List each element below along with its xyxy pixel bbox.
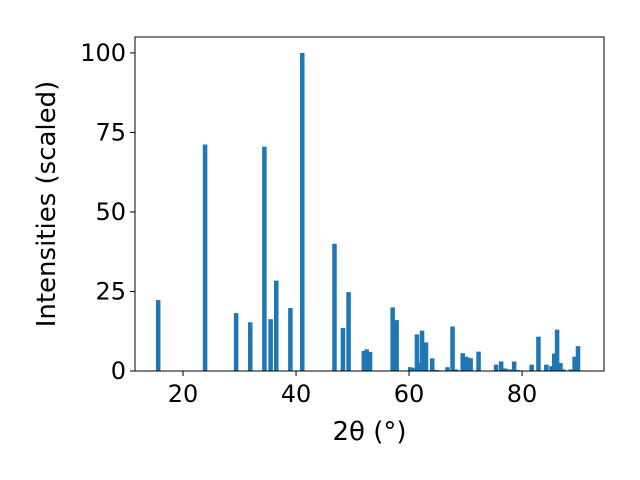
bar <box>554 329 560 371</box>
bar <box>476 351 481 371</box>
bar <box>572 356 577 371</box>
y-tick-label: 100 <box>80 39 126 67</box>
bars-group <box>155 52 581 372</box>
bar <box>429 358 435 371</box>
bar <box>445 367 450 371</box>
bar <box>498 361 504 371</box>
y-axis-ticks: 0 25 50 75 100 <box>80 39 135 385</box>
x-tick-label: 20 <box>168 380 199 408</box>
bar <box>536 336 541 371</box>
bar <box>468 358 473 371</box>
x-axis-ticks: 20 40 60 80 <box>168 371 538 408</box>
bar <box>558 363 563 371</box>
bar <box>453 369 459 371</box>
bar <box>364 349 369 371</box>
bar <box>507 369 512 371</box>
bar <box>410 367 415 371</box>
bar <box>544 364 549 371</box>
bar <box>268 319 273 371</box>
bar <box>529 364 534 371</box>
bar <box>262 146 267 371</box>
bar <box>300 52 305 372</box>
bar <box>465 357 471 371</box>
bar <box>493 364 499 371</box>
x-tick-label: 80 <box>507 380 538 408</box>
bar <box>575 346 581 371</box>
bar <box>274 280 279 371</box>
bar <box>155 300 161 371</box>
bar <box>568 369 573 371</box>
bar <box>202 144 208 371</box>
plot-frame <box>134 36 605 372</box>
y-axis-label: Intensities (scaled) <box>32 81 62 328</box>
bar <box>390 307 395 371</box>
y-tick-label: 50 <box>95 198 126 226</box>
bar <box>414 334 420 371</box>
bar <box>419 330 425 371</box>
x-tick-label: 40 <box>281 380 312 408</box>
bar <box>233 313 239 371</box>
bar <box>340 328 346 371</box>
bar <box>361 350 367 371</box>
bar <box>346 292 351 371</box>
bar <box>288 308 293 371</box>
bar <box>561 369 566 371</box>
bar <box>549 366 554 371</box>
bar <box>332 243 337 371</box>
bar <box>460 353 465 371</box>
y-tick-label: 25 <box>95 277 126 305</box>
bar <box>511 361 517 371</box>
bar <box>552 353 557 371</box>
bar <box>367 351 373 371</box>
y-tick-label: 75 <box>95 118 126 146</box>
bar <box>248 322 253 371</box>
bar <box>423 342 429 371</box>
x-tick-label: 60 <box>394 380 425 408</box>
bar <box>450 326 455 371</box>
x-axis-label: 2θ (°) <box>332 417 406 447</box>
bar <box>394 320 399 371</box>
bar <box>502 368 508 371</box>
y-tick-label: 0 <box>111 357 126 385</box>
